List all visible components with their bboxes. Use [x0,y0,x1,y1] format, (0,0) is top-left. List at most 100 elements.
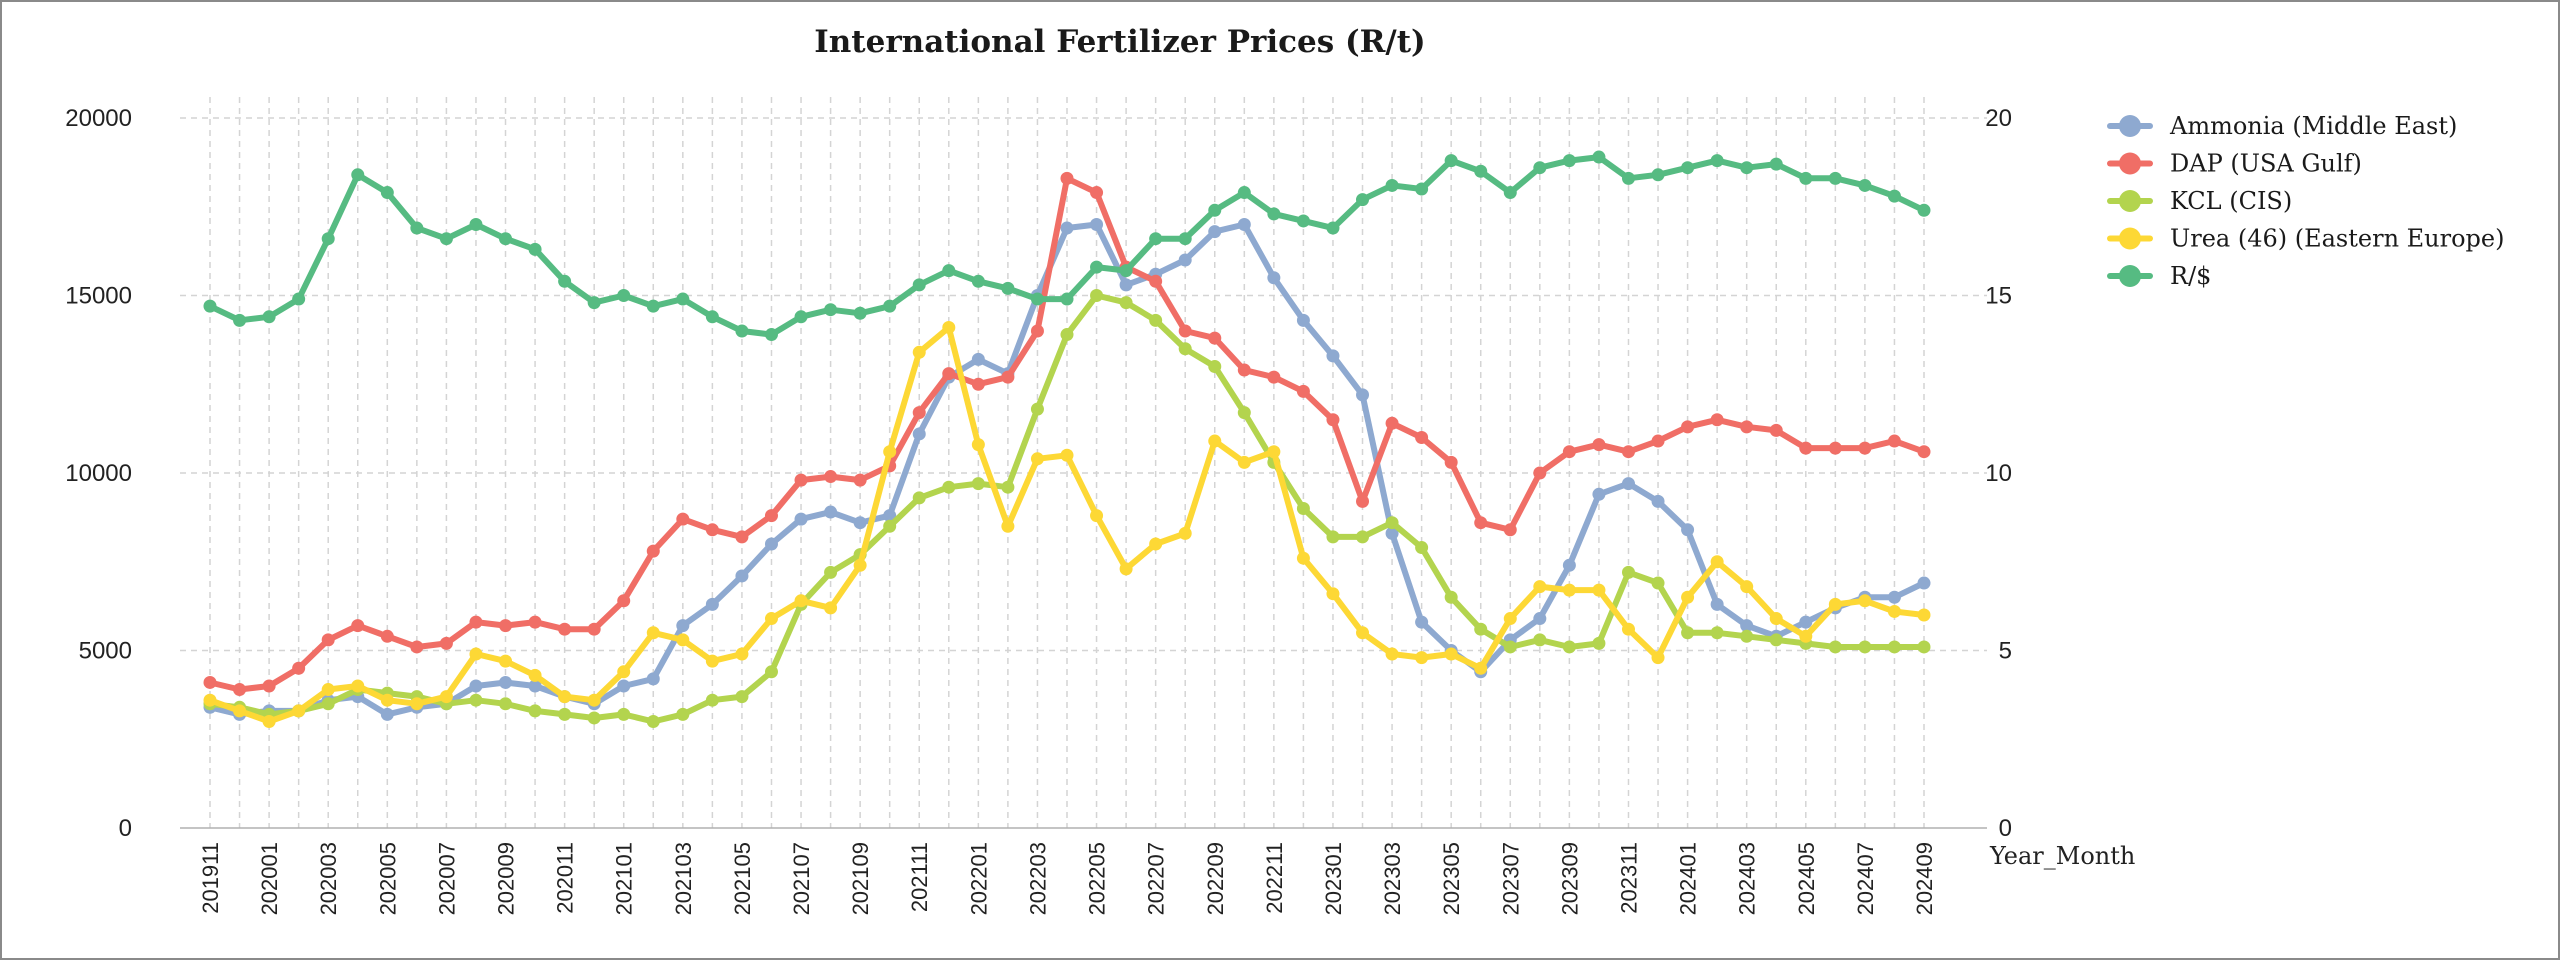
data-point [1356,388,1370,402]
data-point [1001,370,1015,384]
legend-swatch-marker [2119,152,2141,175]
data-point [1858,441,1872,455]
data-point [1828,441,1842,455]
x-tick-label: 202311 [1616,842,1641,914]
data-point [735,324,749,338]
data-point [1385,526,1399,540]
data-point [1828,640,1842,654]
data-point [764,665,778,679]
x-tick-label: 202001 [257,842,282,915]
data-point [1887,189,1901,203]
y2-tick-label: 5 [1999,638,2012,665]
data-point [1592,487,1606,501]
data-point [1710,626,1724,640]
data-point [1208,225,1222,239]
data-point [912,406,926,420]
x-tick-label: 202307 [1498,842,1523,915]
data-point [1356,193,1370,207]
data-point [1503,186,1517,200]
data-point [1651,651,1665,665]
data-point [321,697,335,711]
data-point [1356,530,1370,544]
data-point [1533,612,1547,626]
data-point [1149,313,1163,327]
data-point [1533,466,1547,480]
x-tick-label: 202205 [1085,842,1110,915]
data-point [971,377,985,391]
x-tick-label: 201911 [198,842,223,914]
data-point [292,292,306,306]
data-point [1444,590,1458,604]
x-tick-label: 202211 [1262,842,1287,914]
data-point [646,544,660,558]
axes: 0 5000 10000 15000 20000 0 5 10 15 20 201911 202001… [65,105,2012,915]
data-point [1887,604,1901,618]
data-point [646,299,660,313]
x-tick-label: 202305 [1439,842,1464,915]
data-point [439,232,453,246]
legend-entry: R/$ [2107,262,2211,290]
data-point [1415,541,1429,555]
legend-label: Ammonia (Middle East) [2169,112,2457,140]
x-tick-label: 202105 [730,842,755,915]
y-tick-label: 5000 [79,638,132,665]
data-point [1474,622,1488,636]
data-point [646,672,660,686]
data-point [942,480,956,494]
data-point [1060,328,1074,342]
data-point [1326,413,1340,427]
y-tick-label: 10000 [65,460,132,487]
data-point [1415,651,1429,665]
data-point [439,636,453,650]
data-point [1621,445,1635,459]
data-point [764,328,778,342]
data-point [1740,161,1754,175]
data-point [794,473,808,487]
data-point [617,594,631,608]
data-point [705,523,719,537]
legend-label: R/$ [2170,262,2211,290]
x-tick-label: 202409 [1912,842,1937,915]
data-point [617,289,631,302]
x-tick-label: 202107 [789,842,814,915]
y2-tick-label: 20 [1985,105,2012,132]
data-point [499,619,513,633]
data-point [1385,516,1399,530]
data-point [1415,431,1429,444]
data-point [321,633,335,647]
legend-swatch-marker [2119,265,2141,287]
data-point [1681,626,1695,640]
data-point [971,352,985,366]
data-point [705,693,719,707]
data-point [1710,597,1724,611]
data-point [321,232,335,246]
data-point [1267,445,1281,459]
data-point [1090,289,1104,302]
data-point [1090,260,1104,274]
series-3 [203,320,1931,728]
data-point [1060,448,1074,462]
data-point [1237,455,1251,469]
data-point [203,675,217,689]
data-point [380,186,394,200]
x-tick-label: 202301 [1321,842,1346,915]
data-point [1237,363,1251,377]
data-point [203,693,217,707]
data-point [1799,441,1813,455]
series-1 [203,171,1931,697]
data-point [1178,324,1192,338]
data-point [1385,178,1399,192]
data-point [1799,629,1813,643]
data-point [1001,480,1015,494]
data-point [1917,640,1931,654]
data-point [1208,203,1222,217]
data-point [1326,587,1340,601]
x-tick-label: 202111 [907,842,932,912]
data-point [410,221,424,235]
data-point [1296,502,1310,515]
data-point [1356,626,1370,640]
x-tick-label: 202003 [316,842,341,915]
x-axis-label: Year_Month [1989,842,2135,870]
data-point [499,697,513,711]
